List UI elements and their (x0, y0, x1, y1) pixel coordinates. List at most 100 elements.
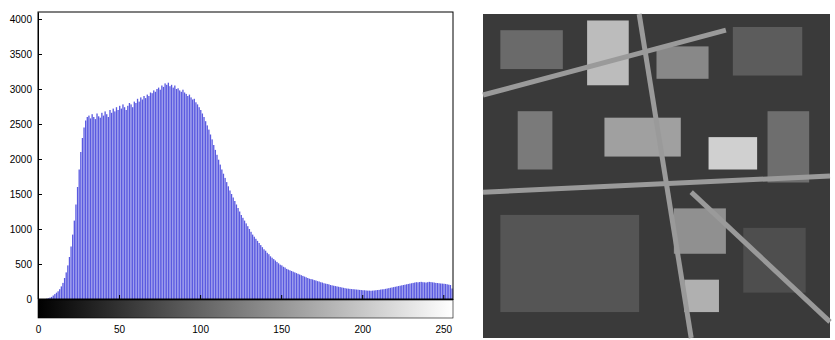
bar (315, 280, 316, 299)
bar (184, 93, 185, 300)
y-tick-label: 0 (26, 294, 32, 305)
y-tick-label: 4000 (10, 14, 33, 25)
bar (132, 107, 133, 299)
bar (380, 290, 381, 299)
bar (425, 283, 426, 299)
bar (286, 269, 287, 299)
y-tick: 2500 (10, 119, 42, 130)
bar (294, 272, 295, 299)
y-tick-label: 2500 (10, 119, 33, 130)
chart: 0500100015002000250030003500400005010015… (0, 0, 835, 340)
bar (273, 259, 274, 299)
x-tick: 0 (36, 295, 42, 335)
bar (163, 87, 164, 299)
bar (267, 253, 268, 299)
bar (435, 283, 436, 299)
x-tick-label: 0 (36, 324, 42, 335)
plot-background (38, 12, 453, 299)
bar (330, 285, 331, 299)
bar (325, 284, 326, 299)
bar (169, 86, 170, 299)
bar (320, 282, 321, 299)
bar (357, 290, 358, 299)
bar (364, 290, 365, 299)
bar (174, 86, 175, 300)
bar (387, 289, 388, 300)
bar (70, 247, 71, 300)
bar (200, 110, 201, 299)
bar (445, 284, 446, 299)
bar (130, 104, 131, 299)
bar (365, 290, 366, 299)
bar (69, 257, 70, 299)
bar (302, 276, 303, 299)
bar (95, 119, 96, 299)
bar (406, 284, 407, 299)
x-tick-label: 100 (192, 324, 209, 335)
bar (229, 191, 230, 300)
bar (443, 284, 444, 299)
bar (310, 279, 311, 299)
bar (101, 113, 102, 299)
bar (195, 102, 196, 299)
bar (322, 283, 323, 299)
y-tick-mark (38, 19, 42, 20)
bar (258, 243, 259, 299)
bar (150, 93, 151, 300)
bar (317, 281, 318, 299)
bar (417, 282, 418, 299)
bar (233, 198, 234, 300)
x-tick-mark (200, 295, 201, 299)
bar (432, 282, 433, 299)
bar (223, 174, 224, 299)
bar (143, 96, 144, 299)
bar (129, 103, 130, 299)
y-tick-label: 1500 (10, 189, 33, 200)
bars (46, 83, 453, 299)
y-axis-line (38, 13, 39, 300)
y-tick-label: 3500 (10, 49, 33, 60)
bar (327, 284, 328, 299)
bar (59, 289, 60, 299)
bar (378, 290, 379, 299)
bar (391, 287, 392, 299)
bar (362, 290, 363, 299)
x-axis: 050100150200250 (36, 295, 454, 335)
bar (117, 110, 118, 299)
y-tick-mark (38, 159, 42, 160)
y-tick-label: 500 (15, 259, 32, 270)
bar (430, 282, 431, 299)
bar (88, 116, 89, 299)
photo-block (518, 111, 553, 169)
bar (221, 170, 222, 300)
bar (148, 96, 149, 299)
bar (177, 88, 178, 299)
bar (103, 116, 104, 299)
photo-road (691, 192, 830, 322)
bar (395, 287, 396, 299)
photo-block (743, 228, 805, 293)
bar (122, 104, 123, 299)
bar (271, 258, 272, 299)
photo-road (639, 14, 691, 338)
bar (213, 145, 214, 299)
bar (104, 111, 105, 299)
bar (137, 99, 138, 299)
bar (194, 99, 195, 299)
bar (344, 288, 345, 299)
bar (203, 117, 204, 299)
y-tick-mark (38, 229, 42, 230)
bar (398, 286, 399, 299)
bar (234, 201, 235, 299)
bar (400, 286, 401, 299)
bar (244, 221, 245, 299)
bar (216, 155, 217, 299)
bar (361, 290, 362, 299)
bar (202, 114, 203, 300)
bar (160, 90, 161, 299)
bar (388, 288, 389, 299)
bar (419, 282, 420, 299)
bar (111, 113, 112, 299)
bar (226, 182, 227, 299)
x-tick-label: 50 (114, 324, 126, 335)
